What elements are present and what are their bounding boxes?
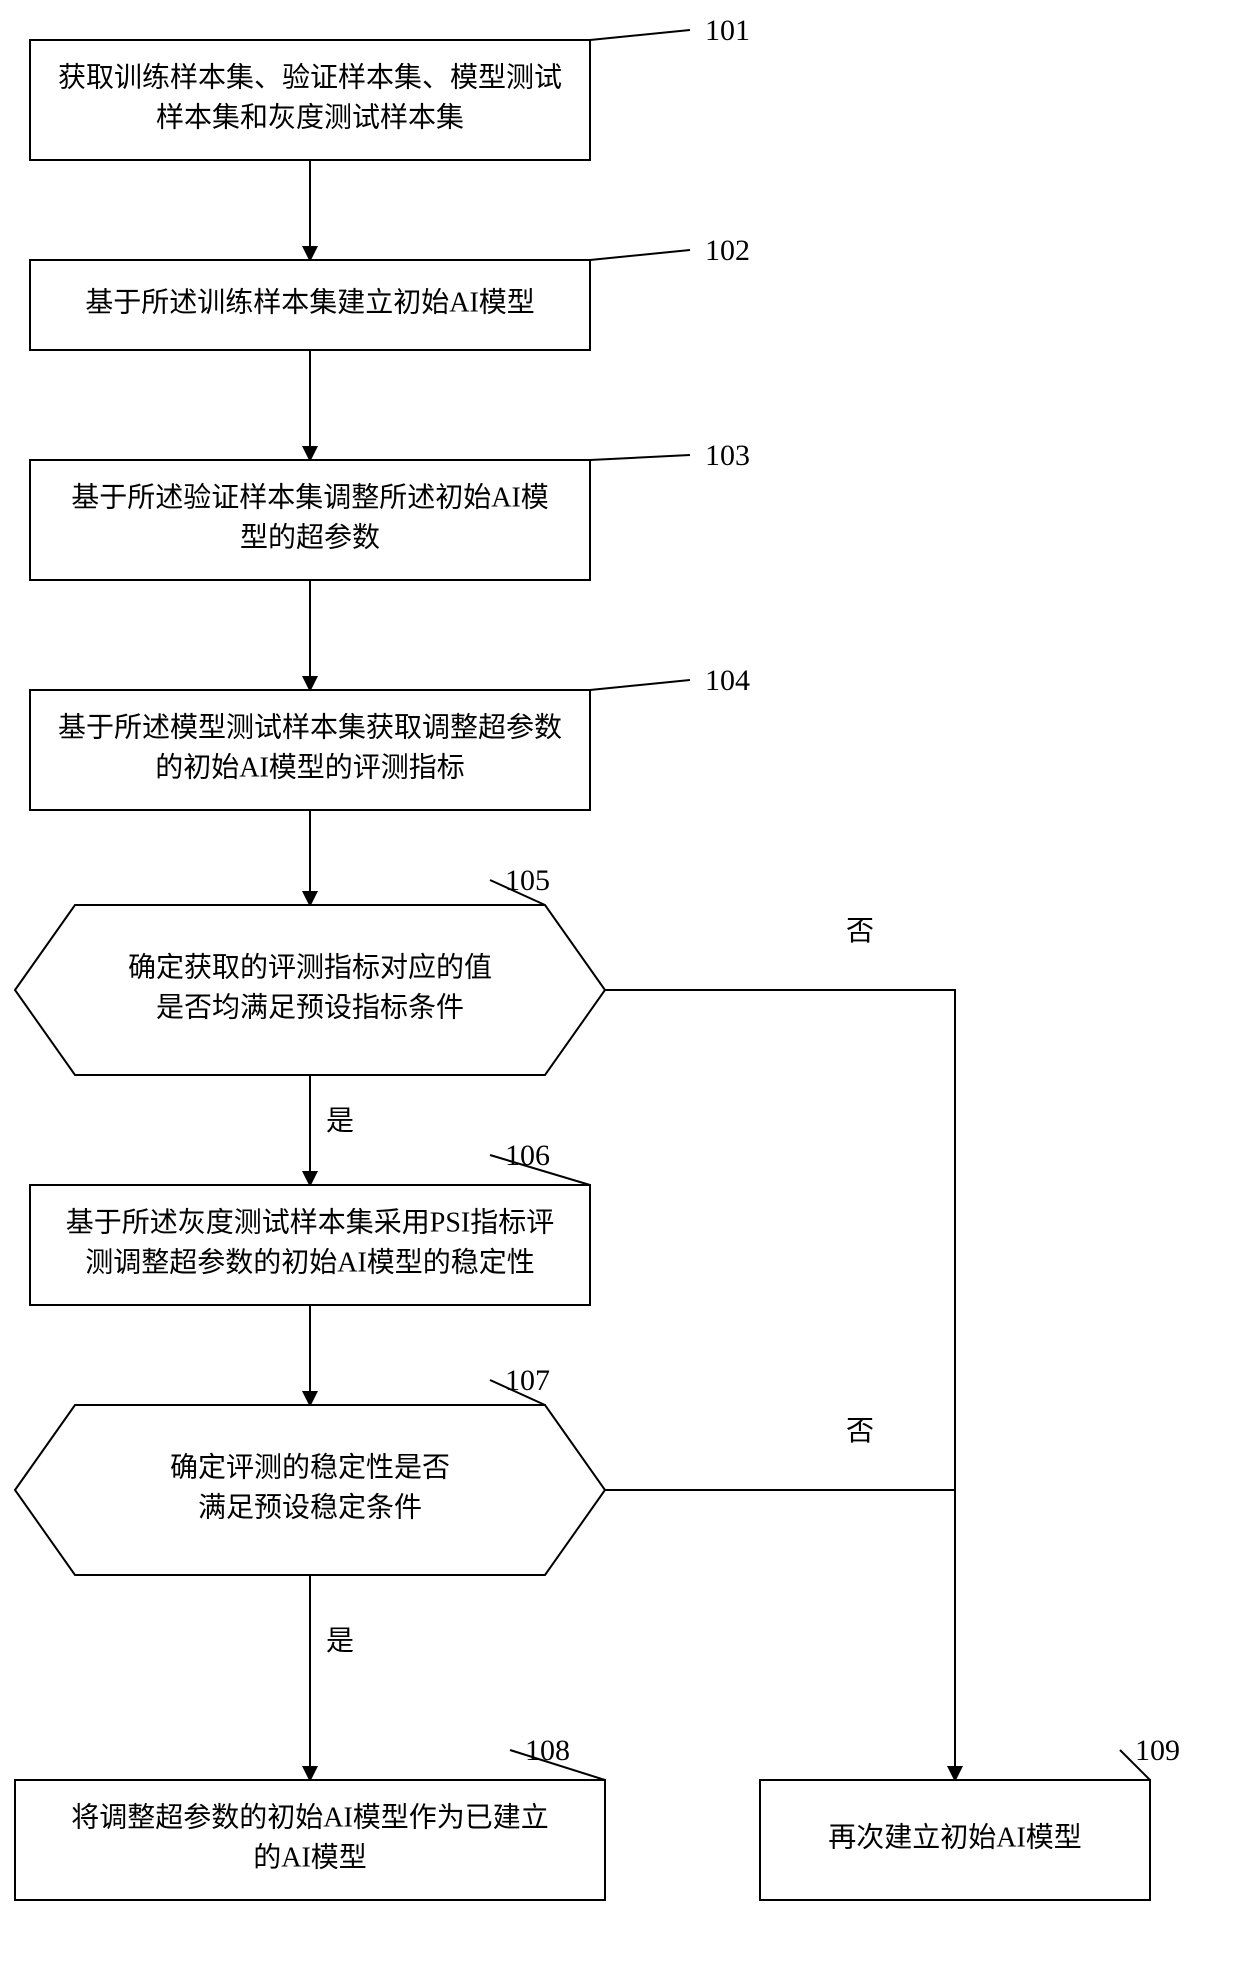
decision-n105 <box>15 905 605 1075</box>
svg-text:是: 是 <box>326 1106 354 1137</box>
svg-text:的初始AI模型的评测指标: 的初始AI模型的评测指标 <box>155 751 465 783</box>
flowchart: 获取训练样本集、验证样本集、模型测试样本集和灰度测试样本集 101 基于所述训练样本… <box>0 0 1240 1979</box>
svg-text:105: 105 <box>505 864 550 897</box>
process-n106 <box>30 1185 590 1305</box>
svg-text:是否均满足预设指标条件: 是否均满足预设指标条件 <box>156 991 464 1023</box>
svg-text:将调整超参数的初始AI模型作为已建立: 将调整超参数的初始AI模型作为已建立 <box>71 1801 549 1833</box>
svg-text:是: 是 <box>326 1626 354 1657</box>
svg-text:确定评测的稳定性是否: 确定评测的稳定性是否 <box>170 1451 450 1483</box>
svg-text:的AI模型: 的AI模型 <box>253 1841 367 1873</box>
svg-text:获取训练样本集、验证样本集、模型测试: 获取训练样本集、验证样本集、模型测试 <box>58 61 562 93</box>
svg-text:型的超参数: 型的超参数 <box>240 521 380 553</box>
svg-text:106: 106 <box>505 1139 550 1172</box>
svg-text:测调整超参数的初始AI模型的稳定性: 测调整超参数的初始AI模型的稳定性 <box>85 1246 535 1278</box>
svg-text:109: 109 <box>1135 1734 1180 1767</box>
svg-text:101: 101 <box>705 14 750 47</box>
svg-text:103: 103 <box>705 439 750 472</box>
svg-text:基于所述训练样本集建立初始AI模型: 基于所述训练样本集建立初始AI模型 <box>85 286 535 318</box>
process-n108 <box>15 1780 605 1900</box>
svg-text:否: 否 <box>846 1416 874 1447</box>
process-n101 <box>30 40 590 160</box>
svg-text:样本集和灰度测试样本集: 样本集和灰度测试样本集 <box>156 101 464 133</box>
process-n104 <box>30 690 590 810</box>
svg-text:104: 104 <box>705 664 750 697</box>
svg-text:基于所述验证样本集调整所述初始AI模: 基于所述验证样本集调整所述初始AI模 <box>71 481 549 513</box>
svg-text:108: 108 <box>525 1734 570 1767</box>
svg-text:确定获取的评测指标对应的值: 确定获取的评测指标对应的值 <box>128 951 492 983</box>
process-n103 <box>30 460 590 580</box>
svg-text:基于所述模型测试样本集获取调整超参数: 基于所述模型测试样本集获取调整超参数 <box>58 711 562 743</box>
svg-text:102: 102 <box>705 234 750 267</box>
decision-n107 <box>15 1405 605 1575</box>
svg-text:再次建立初始AI模型: 再次建立初始AI模型 <box>828 1821 1082 1853</box>
svg-text:基于所述灰度测试样本集采用PSI指标评: 基于所述灰度测试样本集采用PSI指标评 <box>66 1206 554 1238</box>
svg-text:107: 107 <box>505 1364 550 1397</box>
edge-7 <box>605 990 955 1780</box>
svg-text:否: 否 <box>846 916 874 947</box>
svg-text:满足预设稳定条件: 满足预设稳定条件 <box>198 1491 422 1523</box>
